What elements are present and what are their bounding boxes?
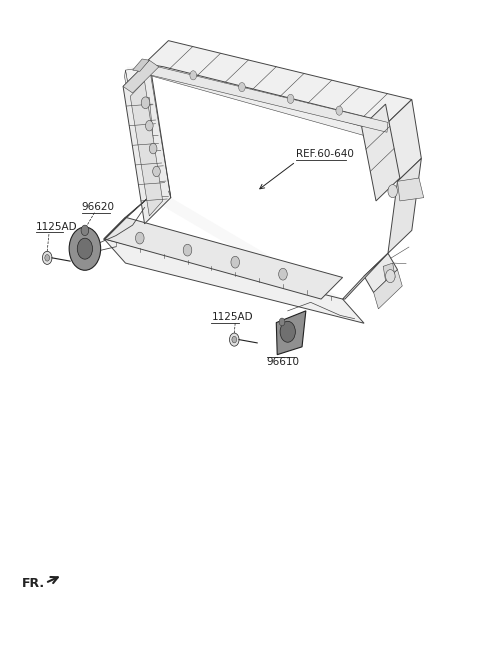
Polygon shape — [144, 41, 412, 122]
Circle shape — [81, 225, 89, 236]
Circle shape — [229, 333, 239, 346]
Circle shape — [232, 336, 237, 343]
Text: 96620: 96620 — [82, 202, 115, 212]
Polygon shape — [383, 263, 395, 281]
Text: 1125AD: 1125AD — [36, 221, 77, 232]
Text: FR.: FR. — [22, 577, 45, 590]
Polygon shape — [104, 198, 148, 240]
Circle shape — [45, 254, 49, 261]
Polygon shape — [135, 97, 153, 141]
Polygon shape — [373, 269, 402, 309]
Text: REF.60-640: REF.60-640 — [296, 149, 354, 159]
Polygon shape — [104, 217, 343, 299]
Polygon shape — [127, 67, 343, 299]
Circle shape — [69, 227, 101, 270]
Circle shape — [190, 71, 197, 80]
Circle shape — [279, 268, 287, 280]
Circle shape — [280, 321, 295, 342]
Circle shape — [42, 251, 52, 264]
Circle shape — [231, 256, 240, 268]
Circle shape — [279, 318, 285, 326]
Polygon shape — [362, 104, 400, 201]
Circle shape — [145, 120, 153, 131]
Polygon shape — [388, 158, 421, 253]
Text: 96610: 96610 — [267, 357, 300, 367]
Polygon shape — [124, 70, 148, 204]
Polygon shape — [123, 60, 159, 93]
Circle shape — [287, 95, 294, 103]
Circle shape — [149, 143, 157, 154]
Polygon shape — [132, 59, 149, 72]
Text: 1125AD: 1125AD — [211, 312, 253, 322]
Polygon shape — [125, 67, 171, 201]
Circle shape — [77, 238, 93, 259]
Circle shape — [336, 106, 343, 115]
Circle shape — [135, 232, 144, 244]
Polygon shape — [397, 178, 424, 201]
Circle shape — [153, 166, 160, 177]
Polygon shape — [343, 253, 388, 299]
Polygon shape — [123, 60, 171, 224]
Polygon shape — [130, 81, 163, 216]
Circle shape — [388, 185, 397, 198]
Circle shape — [183, 244, 192, 256]
Polygon shape — [364, 253, 397, 292]
Polygon shape — [144, 64, 388, 132]
Polygon shape — [104, 239, 364, 323]
Polygon shape — [276, 311, 306, 355]
Circle shape — [385, 269, 395, 283]
Circle shape — [141, 97, 150, 108]
Polygon shape — [149, 67, 364, 135]
Polygon shape — [388, 99, 421, 181]
Polygon shape — [140, 143, 156, 170]
Circle shape — [239, 83, 245, 92]
